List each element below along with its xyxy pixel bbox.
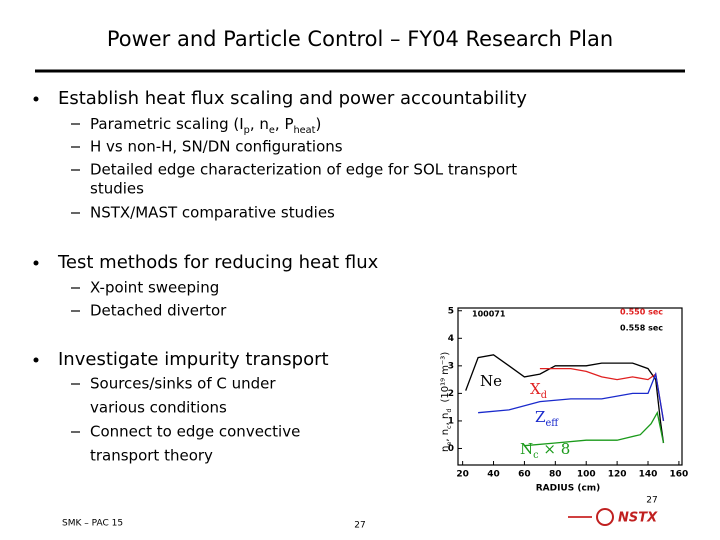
text-run: , P <box>275 115 294 133</box>
footer-right: 27 <box>646 496 657 506</box>
text-run: c <box>533 450 539 461</box>
text-run: n <box>440 446 451 452</box>
sub-item-text: NSTX/MAST comparative studies <box>90 204 335 222</box>
y-tick-label: 2 <box>448 389 454 399</box>
y-tick-label: 0 <box>448 444 454 454</box>
y-axis-units: (10¹⁹ m⁻³) <box>440 352 451 403</box>
bullet-text: Establish heat flux scaling and power ac… <box>58 88 527 109</box>
rich-text: ne, nc, nd(10¹⁹ m⁻³) <box>440 352 453 452</box>
bullet-dot <box>33 260 39 266</box>
x-tick-label: 140 <box>639 470 658 480</box>
sub-item-text: studies <box>90 180 144 198</box>
sub-item-text: H vs non-H, SN/DN configurations <box>90 138 343 156</box>
sub-item-text: Connect to edge convective <box>90 423 300 441</box>
text-run: N <box>520 440 533 458</box>
sub-item-text: Sources/sinks of C under <box>90 375 276 393</box>
x-tick-label: 100 <box>577 470 596 480</box>
x-tick-label: 160 <box>670 470 689 480</box>
time-label: 0.558 sec <box>620 324 663 333</box>
y-tick-label: 3 <box>448 361 454 371</box>
text-run: e <box>445 442 453 446</box>
y-tick-label: 5 <box>448 306 454 316</box>
plot-frame <box>457 307 683 466</box>
text-run: Ne <box>480 372 502 390</box>
time-label: 0.550 sec <box>620 308 663 317</box>
text-run: c <box>445 425 453 429</box>
y-tick-label: 1 <box>448 416 454 426</box>
logo-text: NSTX <box>618 511 658 526</box>
sub-item-text: transport theory <box>90 447 213 465</box>
text-run: , n <box>440 413 451 426</box>
bullet-text: Test methods for reducing heat flux <box>57 252 379 273</box>
profile-line <box>478 371 665 422</box>
text-run: X <box>530 380 541 398</box>
text-run: Parametric scaling (I <box>90 115 244 133</box>
sub-item-text: Detached divertor <box>90 302 227 320</box>
text-run: d <box>445 409 453 413</box>
profile-line <box>524 410 665 447</box>
sub-item-text: X-point sweeping <box>90 279 219 297</box>
profile-line <box>465 354 665 444</box>
logo-ring <box>596 508 614 526</box>
rich-text: Parametric scaling (Ip, ne, Pheat) <box>90 115 321 136</box>
x-tick-label: 120 <box>608 470 627 480</box>
slide-title: Power and Particle Control – FY04 Resear… <box>107 27 613 51</box>
x-axis-label: RADIUS (cm) <box>536 484 601 494</box>
text-run: d <box>541 390 547 401</box>
bullet-dot <box>33 96 39 102</box>
text-run: heat <box>294 125 316 136</box>
text-run: , n <box>250 115 269 133</box>
rich-text: Ne <box>480 372 502 390</box>
text-run: eff <box>545 418 559 429</box>
x-tick-label: 60 <box>518 470 531 480</box>
x-tick-label: 40 <box>487 470 500 480</box>
bullet-dot <box>33 357 39 363</box>
x-tick-label: 80 <box>549 470 562 480</box>
rich-text: Zeff <box>535 408 559 429</box>
footer-center: 27 <box>354 521 365 531</box>
text-run: e <box>269 125 275 136</box>
text-run: , n <box>440 429 451 442</box>
sub-item-text: various conditions <box>90 399 227 417</box>
text-run: × 8 <box>539 440 571 458</box>
bullet-text: Investigate impurity transport <box>58 349 329 370</box>
text-run: Z <box>535 408 545 426</box>
shot-number: 100071 <box>472 310 506 319</box>
footer-left: SMK – PAC 15 <box>62 519 123 529</box>
y-tick-label: 4 <box>448 334 454 344</box>
sub-item-text: Detailed edge characterization of edge f… <box>90 161 517 179</box>
rich-text: Nc × 8 <box>520 440 570 461</box>
text-run: p <box>244 125 250 136</box>
text-run: ) <box>315 115 321 133</box>
rich-text: Xd <box>530 380 547 401</box>
x-tick-label: 20 <box>456 470 469 480</box>
profile-line <box>539 367 665 422</box>
